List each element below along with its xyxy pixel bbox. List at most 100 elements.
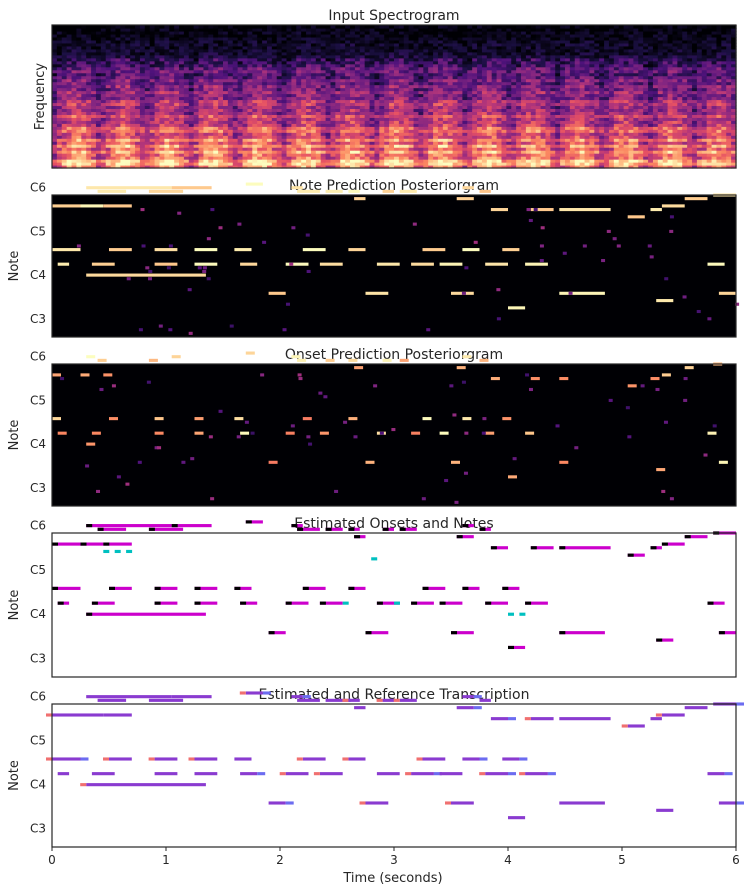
spectrogram-cell [394,129,400,133]
spectrogram-cell [105,57,112,62]
spectrogram-cell [408,135,415,139]
spectrogram-cell [179,114,185,118]
spectrogram-cell [379,57,385,62]
spectrogram-cell [105,123,112,127]
spectrogram-cell [545,75,551,80]
spectrogram-cell [291,105,297,110]
spectrogram-cell [433,147,439,151]
spectrogram-cell [389,69,395,74]
spectrogram-cell [247,141,253,145]
spectrogram-cell [462,78,468,83]
spectrogram-cell [540,93,547,98]
spectrogram-cell [540,63,547,68]
spectrogram-cell [266,129,273,133]
spectrogram-cell [227,36,234,41]
spectrogram-cell [428,147,434,151]
spectrogram-cell [81,156,87,160]
spectrogram-cell [262,126,268,130]
spectrogram-cell [203,138,209,142]
spectrogram-cell [193,69,200,74]
spectrogram-cell [481,102,488,107]
spectrogram-cell [555,51,561,56]
spectrogram-cell [203,87,209,92]
spectrogram-cell [506,90,512,95]
spectrogram-cell [379,27,385,32]
spectrogram-cell [310,51,317,56]
spectrogram-cell [281,60,288,65]
spectrogram-cell [354,51,361,56]
spectrogram-cell [310,138,317,142]
spectrogram-cell [467,54,473,59]
spectrogram-cell [535,156,542,160]
spectrogram-cell [501,36,507,41]
spectrogram-cell [120,36,126,41]
spectrogram-cell [110,111,117,115]
spectrogram-cell [550,132,556,136]
spectrogram-cell [442,147,449,151]
spectrogram-cell [521,84,527,89]
spectrogram-cell [545,90,551,95]
spectrogram-cell [174,144,180,148]
spectrogram-cell [86,87,92,92]
spectrogram-cell [550,159,556,163]
spectrogram-cell [491,132,498,136]
spectrogram-cell [218,42,224,47]
spectrogram-cell [247,51,253,56]
spectrogram-cell [433,153,439,157]
spectrogram-cell [183,48,190,53]
spectrogram-cell [306,99,312,104]
spectrogram-cell [403,75,410,80]
spectrogram-cell [213,39,219,44]
spectrogram-cell [169,150,175,154]
spectrogram-cell [61,141,68,145]
spectrogram-cell [437,96,444,101]
spectrogram-cell [144,39,151,44]
spectrogram-cell [154,96,161,101]
spectrogram-cell [227,105,234,110]
spectrogram-cell [91,123,97,127]
spectrogram-cell [105,105,112,110]
spectrogram-cell [433,63,439,68]
spectrogram-cell [521,78,527,83]
spectrogram-cell [76,138,82,142]
spectrogram-cell [276,36,283,41]
spectrogram-cell [257,150,263,154]
spectrogram-cell [408,102,415,107]
spectrogram-cell [237,60,244,65]
spectrogram-cell [144,156,151,160]
spectrogram-cell [501,156,507,160]
spectrogram-cell [301,84,307,89]
spectrogram-cell [423,63,429,68]
spectrogram-cell [149,33,156,38]
spectrogram-cell [442,57,449,62]
spectrogram-cell [340,36,346,41]
spectrogram-cell [525,123,532,127]
spectrogram-cell [306,39,312,44]
spectrogram-cell [418,33,424,38]
spectrogram-cell [310,105,317,110]
spectrogram-cell [408,45,415,50]
spectrogram-cell [188,72,195,77]
spectrogram-cell [271,108,278,112]
spectrogram-cell [306,57,312,62]
spectrogram-cell [247,99,253,104]
spectrogram-cell [369,45,376,50]
spectrogram-cell [389,165,395,169]
spectrogram-cell [179,33,185,38]
spectrogram-cell [281,48,288,53]
spectrogram-cell [262,147,268,151]
spectrogram-cell [193,27,200,32]
spectrogram-cell [330,153,336,157]
spectrogram-cell [76,39,82,44]
spectrogram-cell [100,150,107,154]
spectrogram-cell [369,129,376,133]
spectrogram-cell [389,72,395,77]
spectrogram-cell [232,141,239,145]
spectrogram-cell [501,111,507,115]
spectrogram-cell [521,39,527,44]
spectrogram-cell [315,57,322,62]
spectrogram-cell [423,126,429,130]
spectrogram-cell [208,93,214,98]
spectrogram-cell [511,156,517,160]
spectrogram-cell [91,33,97,38]
